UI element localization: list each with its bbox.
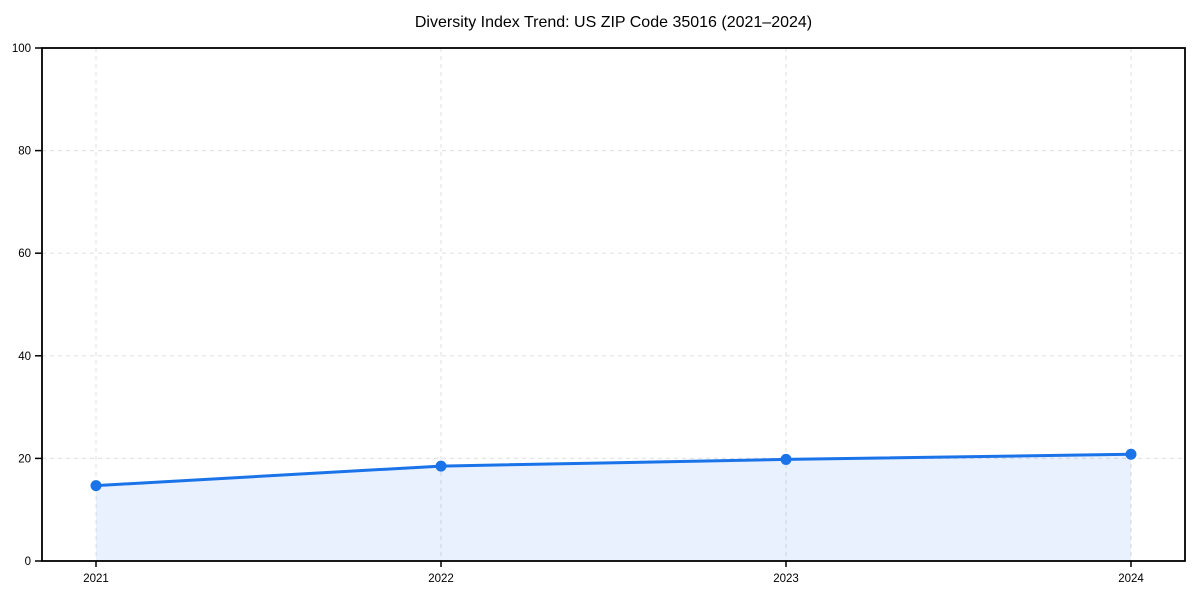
y-tick-label: 40 <box>18 351 31 363</box>
data-point-2021 <box>90 480 102 492</box>
y-tick-label: 0 <box>25 556 31 568</box>
chart-title: Diversity Index Trend: US ZIP Code 35016… <box>414 14 813 31</box>
data-point-2023 <box>780 453 792 465</box>
x-tick-label: 2023 <box>773 573 799 585</box>
data-point-2024 <box>1125 448 1137 460</box>
y-tick-label: 100 <box>12 43 31 55</box>
data-point-2022 <box>435 460 447 472</box>
y-tick-label: 20 <box>18 453 31 465</box>
trend-line <box>94 452 1133 488</box>
axes-spines <box>41 47 1186 562</box>
y-tick-label: 60 <box>18 248 31 260</box>
x-tick-label: 2021 <box>83 573 109 585</box>
area-fill <box>96 454 1131 561</box>
x-tick-label: 2022 <box>428 573 454 585</box>
y-tick-label: 80 <box>18 146 31 158</box>
x-tick-label: 2024 <box>1118 573 1144 585</box>
